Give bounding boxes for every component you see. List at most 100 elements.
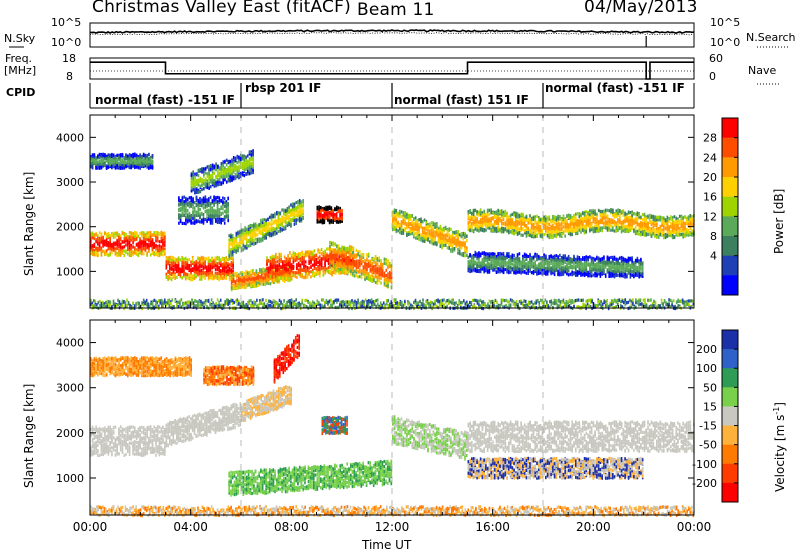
heatmap-cell — [545, 232, 547, 235]
heatmap-cell — [178, 257, 180, 260]
heatmap-cell — [183, 261, 185, 264]
heatmap-cell — [299, 217, 301, 220]
heatmap-cell — [150, 232, 152, 235]
heatmap-cell — [310, 253, 312, 256]
heatmap-cell — [155, 253, 157, 256]
heatmap-cell — [185, 263, 187, 266]
heatmap-cell — [314, 272, 316, 275]
heatmap-cell — [250, 238, 252, 241]
heatmap-cell — [109, 238, 111, 241]
heatmap-cell — [201, 269, 203, 272]
heatmap-cell — [282, 270, 284, 273]
heatmap-cell — [131, 254, 133, 257]
heatmap-cell — [529, 229, 531, 232]
heatmap-cell — [265, 222, 267, 225]
heatmap-cell — [269, 232, 271, 235]
heatmap-cell — [396, 209, 398, 212]
heatmap-cell — [199, 257, 201, 260]
heatmap-cell — [352, 261, 354, 264]
heatmap-cell — [267, 232, 269, 235]
heatmap-cell — [270, 266, 272, 269]
heatmap-cell — [224, 267, 226, 270]
heatmap-cell — [406, 216, 408, 219]
heatmap-cell — [166, 273, 168, 276]
heatmap-cell — [284, 280, 286, 283]
heatmap-cell — [95, 253, 97, 256]
heatmap-cell — [232, 239, 234, 242]
heatmap-cell — [257, 284, 259, 287]
heatmap-cell — [350, 255, 352, 258]
heatmap-cell — [293, 274, 295, 277]
heatmap-cell — [215, 274, 217, 277]
heatmap-cell — [263, 283, 265, 286]
heatmap-cell — [434, 230, 436, 233]
heatmap-cell — [357, 259, 359, 262]
heatmap-cell — [333, 262, 335, 265]
heatmap-cell — [132, 236, 134, 239]
heatmap-cell — [146, 238, 148, 241]
heatmap-cell — [190, 268, 192, 271]
heatmap-cell — [333, 268, 335, 271]
heatmap-cell — [441, 233, 443, 236]
heatmap-cell — [262, 233, 264, 236]
heatmap-cell — [203, 272, 205, 275]
heatmap-cell — [195, 260, 197, 263]
heatmap-cell — [526, 235, 528, 238]
heatmap-cell — [120, 254, 122, 257]
heatmap-cell — [242, 283, 244, 286]
heatmap-cell — [215, 264, 217, 267]
heatmap-cell — [276, 219, 278, 222]
heatmap-cell — [420, 238, 422, 241]
heatmap-cell — [294, 256, 296, 259]
heatmap-cell — [99, 231, 101, 234]
heatmap-cell — [445, 234, 447, 237]
heatmap-cell — [377, 279, 379, 282]
heatmap-cell — [301, 208, 303, 211]
heatmap-cell — [338, 217, 340, 220]
heatmap-cell — [131, 247, 133, 250]
heatmap-cell — [431, 234, 433, 237]
heatmap-cell — [554, 218, 556, 221]
heatmap-cell — [159, 232, 161, 235]
heatmap-cell — [418, 228, 420, 231]
heatmap-cell — [347, 267, 349, 270]
heatmap-cell — [257, 233, 259, 236]
heatmap-cell — [281, 208, 283, 211]
heatmap-cell — [363, 253, 365, 256]
heatmap-cell — [415, 237, 417, 240]
heatmap-cell — [345, 271, 347, 274]
heatmap-cell — [431, 239, 433, 242]
heatmap-cell — [370, 264, 372, 267]
heatmap-cell — [249, 280, 251, 283]
heatmap-cell — [171, 278, 173, 281]
heatmap-cell — [506, 222, 508, 225]
heatmap-cell — [329, 211, 331, 214]
heatmap-cell — [483, 210, 485, 213]
heatmap-cell — [531, 229, 533, 232]
heatmap-cell — [257, 238, 259, 241]
heatmap-cell — [234, 239, 236, 242]
heatmap-cell — [285, 227, 287, 230]
heatmap-cell — [286, 277, 288, 280]
heatmap-cell — [124, 254, 126, 257]
heatmap-cell — [264, 269, 266, 272]
heatmap-cell — [475, 224, 477, 227]
heatmap-cell — [359, 275, 361, 278]
heatmap-cell — [299, 199, 301, 202]
heatmap-cell — [113, 249, 115, 252]
heatmap-cell — [178, 261, 180, 264]
heatmap-cell — [338, 210, 340, 213]
heatmap-cell — [279, 262, 281, 265]
heatmap-cell — [217, 268, 219, 271]
heatmap-cell — [281, 219, 283, 222]
heatmap-cell — [173, 274, 175, 277]
heatmap-cell — [204, 272, 206, 275]
heatmap-cell — [404, 219, 406, 222]
heatmap-cell — [129, 246, 131, 249]
heatmap-cell — [349, 258, 351, 261]
heatmap-cell — [415, 220, 417, 223]
heatmap-cell — [557, 217, 559, 220]
heatmap-cell — [301, 262, 303, 265]
heatmap-cell — [273, 266, 275, 269]
heatmap-cell — [180, 258, 182, 261]
